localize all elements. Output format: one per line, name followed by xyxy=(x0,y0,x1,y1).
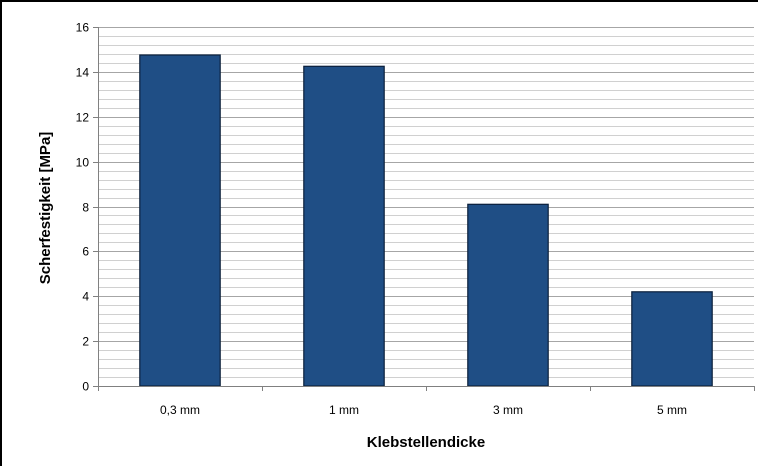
x-tick-label: 5 mm xyxy=(657,403,687,417)
y-axis-title: Scherfestigkeit [MPa] xyxy=(37,132,54,285)
y-tick-label: 16 xyxy=(76,21,90,35)
y-tick-label: 8 xyxy=(82,201,89,215)
y-tick-label: 2 xyxy=(82,335,89,349)
bar-2 xyxy=(468,204,548,386)
y-tick-label: 14 xyxy=(76,66,90,80)
bars xyxy=(140,55,712,386)
y-tick-label: 4 xyxy=(82,290,89,304)
bar-0 xyxy=(140,55,220,386)
x-tick-label: 1 mm xyxy=(329,403,359,417)
x-tick-labels: 0,3 mm 1 mm 3 mm 5 mm xyxy=(160,403,687,417)
x-tick-label: 0,3 mm xyxy=(160,403,200,417)
bar-3 xyxy=(632,292,712,386)
bar-1 xyxy=(304,66,384,386)
x-axis-title: Klebstellendicke xyxy=(367,434,485,451)
y-tick-label: 0 xyxy=(82,380,89,394)
x-tick-label: 3 mm xyxy=(493,403,523,417)
y-tick-label: 12 xyxy=(76,111,90,125)
y-tick-label: 10 xyxy=(76,156,90,170)
y-tick-label: 6 xyxy=(82,245,89,259)
y-tick-labels: 0 2 4 6 8 10 12 14 16 xyxy=(76,21,90,394)
